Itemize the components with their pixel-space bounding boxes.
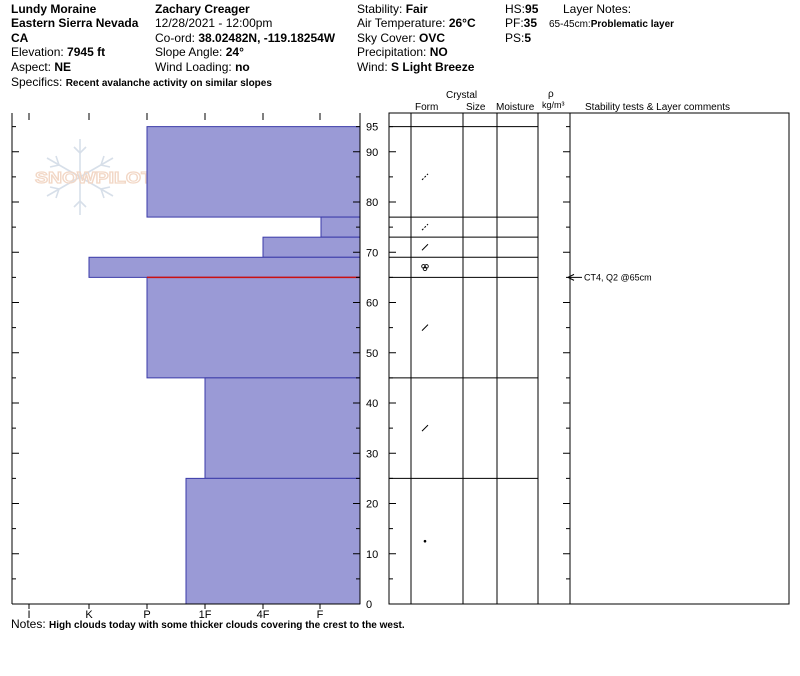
hs: HS:95: [505, 2, 539, 16]
grain-stroke: [421, 223, 429, 231]
y-tick-label: 0: [366, 599, 372, 611]
y-tick-label: 70: [366, 247, 378, 259]
height-axis: 0 10 20 30 40 50 60 70 80 90 95: [12, 122, 378, 611]
header-moisture: Moisture: [496, 102, 535, 113]
hardness-layer-bar: [262, 236, 361, 258]
notes: Notes: High clouds today with some thick…: [11, 617, 405, 631]
y-tick-label: 30: [366, 448, 378, 460]
air-temperature: Air Temperature: 26°C: [357, 16, 476, 30]
grain-stroke: [421, 243, 429, 251]
elevation: Elevation: 7945 ft: [11, 45, 106, 59]
y-tick-label: 50: [366, 348, 378, 360]
stability-test-marker: CT4, Q2 @65cm: [566, 272, 652, 282]
grain-symbol-precipitation: [421, 424, 429, 432]
table-border: [388, 112, 790, 605]
header-form: Form: [415, 102, 439, 113]
grain-stroke: [421, 424, 429, 432]
header-density-unit: kg/m³: [542, 100, 565, 110]
grain-stroke: [421, 173, 429, 181]
coordinates: Co-ord: 38.02482N, -119.18254W: [155, 31, 336, 45]
grain-dot: [423, 539, 427, 543]
header-crystal: Crystal: [446, 90, 478, 101]
stability-test-label: CT4, Q2 @65cm: [584, 272, 652, 282]
watermark-text: SNOWPILOT: [35, 170, 153, 187]
x-tick-label: K: [85, 609, 93, 621]
header-density-rho: ρ: [548, 89, 554, 100]
layer-note: 65-45cm:Problematic layer: [549, 19, 675, 30]
layer-table: [388, 112, 790, 605]
grain-symbol-melt: [421, 264, 429, 272]
x-tick-label: 1F: [199, 609, 212, 621]
y-tick-label: 10: [366, 549, 378, 561]
wind-loading: Wind Loading: no: [155, 60, 250, 74]
hardness-layers: [88, 126, 361, 605]
stability-test-arrowhead: [566, 273, 575, 281]
stability: Stability: Fair: [357, 2, 428, 16]
observer-name: Zachary Creager: [155, 2, 250, 16]
x-tick-label: I: [27, 609, 30, 621]
header-comments: Stability tests & Layer comments: [585, 102, 731, 113]
hardness-layer-bar: [320, 216, 361, 238]
grain-symbols: [421, 173, 429, 543]
ps: PS:5: [505, 31, 532, 45]
y-tick-label: 20: [366, 499, 378, 511]
y-tick-label: 80: [366, 197, 378, 209]
state: CA: [11, 31, 29, 45]
chart-frame: [11, 113, 361, 605]
wind: Wind: S Light Breeze: [357, 60, 475, 74]
location-name: Lundy Moraine: [11, 2, 97, 16]
y-tick-label: 95: [366, 122, 378, 134]
observation-datetime: 12/28/2021 - 12:00pm: [155, 16, 273, 30]
y-tick-label: 60: [366, 298, 378, 310]
x-tick-label: 4F: [257, 609, 270, 621]
header-size: Size: [466, 102, 486, 113]
grain-symbol-decomposing: [421, 223, 429, 231]
y-tick-label: 90: [366, 147, 378, 159]
pf: PF:35: [505, 16, 538, 30]
hardness-layer-bar: [88, 256, 361, 278]
hardness-layer-bar: [204, 377, 361, 479]
x-tick-label: P: [143, 609, 150, 621]
grain-symbol-rounded: [423, 539, 427, 543]
y-tick-label: 40: [366, 398, 378, 410]
grain-circle: [422, 266, 428, 272]
hardness-layer-bar: [146, 126, 361, 218]
slope-angle: Slope Angle: 24°: [155, 45, 244, 59]
hardness-layer-bar: [146, 276, 361, 379]
aspect: Aspect: NE: [11, 60, 72, 74]
snowpilot-watermark: SNOWPILOT: [34, 139, 154, 215]
hardness-axis: I K P 1F 4F F: [27, 604, 324, 621]
x-tick-label: F: [317, 609, 324, 621]
mountain-range: Eastern Sierra Nevada: [11, 16, 139, 30]
grain-stroke: [421, 324, 429, 331]
grain-symbol-precipitation: [421, 243, 429, 251]
grain-symbol-precipitation: [421, 324, 429, 331]
precipitation: Precipitation: NO: [357, 45, 448, 59]
layer-notes-label: Layer Notes:: [563, 2, 632, 16]
hardness-layer-bar: [185, 477, 361, 605]
grain-symbol-decomposing: [421, 173, 429, 181]
sky-cover: Sky Cover: OVC: [357, 31, 446, 45]
specifics: Specifics: Recent avalanche activity on …: [11, 75, 272, 89]
